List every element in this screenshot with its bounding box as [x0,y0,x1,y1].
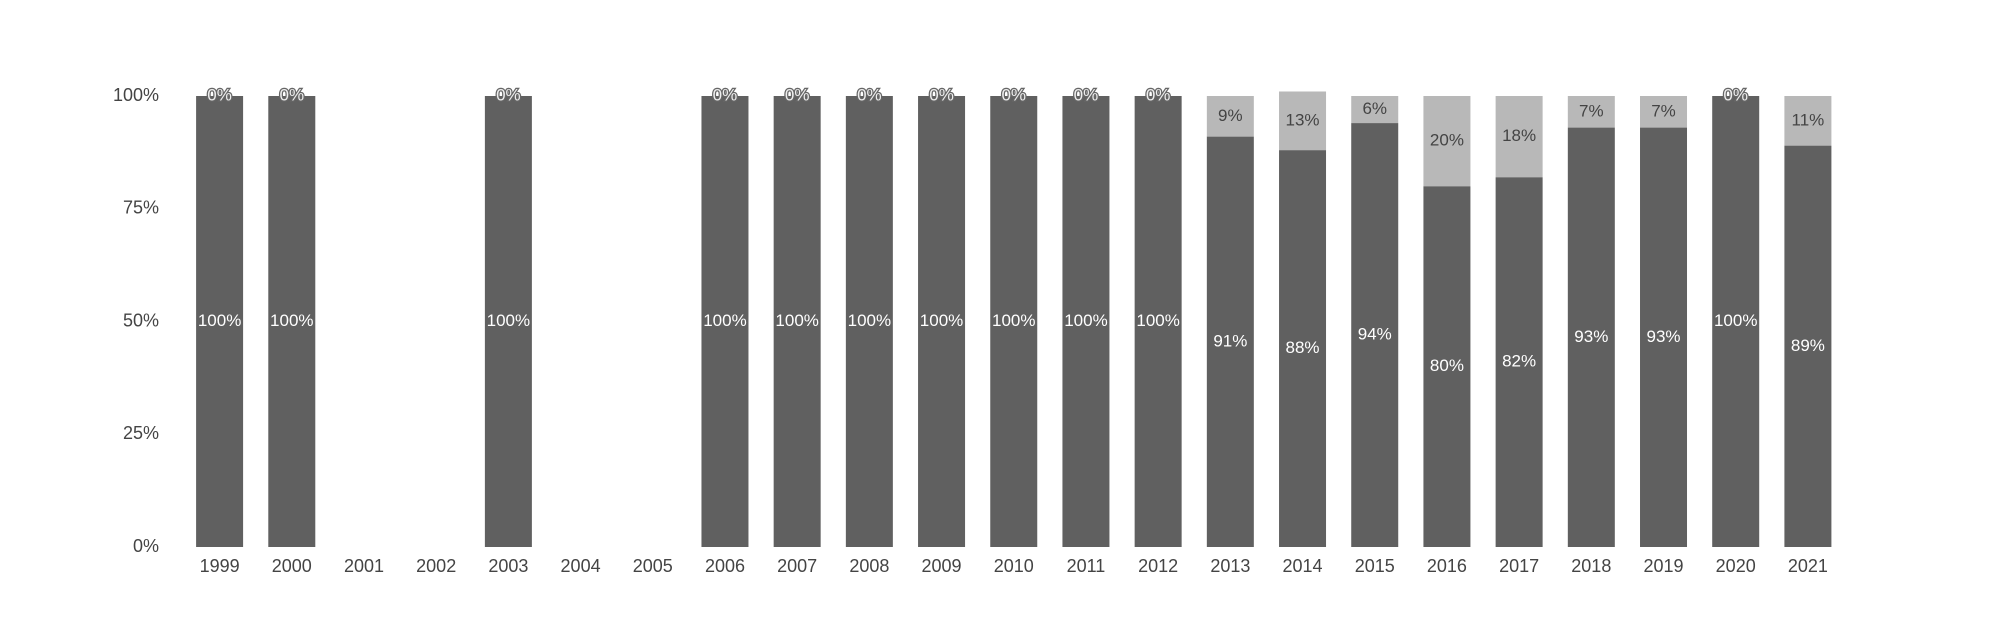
bar-segment [1784,96,1832,146]
x-tick-label: 2012 [1138,556,1178,576]
bar-segment [1712,96,1760,547]
data-label: 100% [920,311,963,330]
x-tick-label: 2019 [1643,556,1683,576]
data-label: 100% [1136,311,1179,330]
y-tick-label: 100% [113,85,159,105]
bar-segment [918,96,966,547]
x-tick-label: 2014 [1283,556,1323,576]
bar-segment [1567,96,1615,128]
bar-segment [701,96,749,547]
data-label: 93% [1574,327,1608,346]
data-label: 100% [198,311,241,330]
data-label: 0% [207,85,232,104]
data-label: 100% [270,311,313,330]
x-tick-label: 2020 [1716,556,1756,576]
bar-segment [1062,96,1110,547]
data-label: 100% [703,311,746,330]
bar-segment [990,96,1038,547]
data-label: 0% [496,85,521,104]
data-label: 82% [1502,352,1536,371]
bar-segment [1206,136,1254,547]
y-tick-label: 25% [123,423,159,443]
x-tick-label: 2010 [994,556,1034,576]
x-tick-label: 2016 [1427,556,1467,576]
bar-segment [1423,96,1471,187]
data-label: 7% [1579,101,1604,120]
data-label: 100% [848,311,891,330]
x-tick-label: 2013 [1210,556,1250,576]
data-label: 13% [1286,110,1320,129]
data-label: 100% [992,311,1035,330]
data-label: 100% [487,311,530,330]
data-label: 20% [1430,131,1464,150]
bar-segment [1134,96,1182,547]
x-tick-label: 2003 [488,556,528,576]
x-tick-label: 2009 [922,556,962,576]
data-label: 80% [1430,356,1464,375]
data-label: 0% [929,85,954,104]
data-label: 11% [1792,110,1825,129]
bar-segment [1495,96,1543,178]
data-label: 6% [1362,99,1387,118]
bar-segment [484,96,532,547]
bar-segment [1279,150,1327,547]
x-tick-label: 2002 [416,556,456,576]
data-label: 0% [857,85,882,104]
x-tick-label: 2001 [344,556,384,576]
bar-segment [196,96,244,547]
data-label: 89% [1791,336,1825,355]
data-label: 0% [1001,85,1026,104]
y-tick-label: 0% [133,536,159,556]
x-tick-label: 2008 [849,556,889,576]
x-tick-label: 2000 [272,556,312,576]
x-tick-label: 1999 [200,556,240,576]
data-label: 91% [1213,331,1247,350]
bar-segment [1640,127,1688,547]
bar-segment [1351,96,1399,124]
data-label: 100% [1714,311,1757,330]
data-label: 0% [785,85,810,104]
data-label: 0% [713,85,738,104]
x-tick-label: 2021 [1788,556,1828,576]
bar-segment [1279,91,1327,151]
bar-segment [845,96,893,547]
x-tick-label: 2007 [777,556,817,576]
x-tick-label: 2011 [1067,556,1106,576]
bar-segment [1423,186,1471,547]
bar-segment [1206,96,1254,137]
data-label: 100% [775,311,818,330]
bar-segment [1784,145,1832,548]
data-label: 0% [280,85,305,104]
data-label: 100% [1064,311,1107,330]
y-tick-label: 50% [123,310,159,330]
x-tick-label: 2006 [705,556,745,576]
data-label: 94% [1358,325,1392,344]
data-label: 7% [1651,101,1676,120]
x-tick-label: 2018 [1571,556,1611,576]
x-tick-label: 2017 [1499,556,1539,576]
bar-segment [1567,127,1615,547]
data-label: 88% [1286,338,1320,357]
bar-segment [1351,123,1399,547]
data-label: 18% [1502,126,1536,145]
x-tick-label: 2005 [633,556,673,576]
bar-segment [1640,96,1688,128]
data-label: 0% [1146,85,1171,104]
data-label: 0% [1723,85,1748,104]
data-label: 9% [1218,106,1243,125]
data-label: 93% [1646,327,1680,346]
bar-segment [1495,177,1543,547]
x-tick-label: 2004 [561,556,601,576]
bar-segment [268,96,316,547]
x-tick-label: 2015 [1355,556,1395,576]
bar-segment [773,96,821,547]
data-label: 0% [1074,85,1099,104]
y-tick-label: 75% [123,198,159,218]
